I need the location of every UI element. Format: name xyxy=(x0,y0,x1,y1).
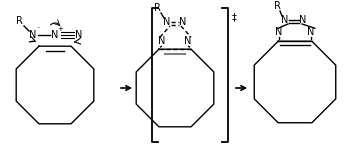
Text: N: N xyxy=(307,27,315,37)
Text: N: N xyxy=(281,15,289,25)
Text: R: R xyxy=(15,16,22,26)
Text: R: R xyxy=(154,3,160,13)
Text: N: N xyxy=(75,30,83,40)
Text: N: N xyxy=(158,36,166,46)
Text: R: R xyxy=(274,1,280,11)
Text: N: N xyxy=(51,30,59,40)
Text: N: N xyxy=(275,27,283,37)
Text: N: N xyxy=(163,17,171,27)
Text: ⁻: ⁻ xyxy=(36,26,40,32)
Text: N: N xyxy=(29,30,37,40)
Text: ‡: ‡ xyxy=(232,12,237,22)
Text: N: N xyxy=(299,15,307,25)
Text: N: N xyxy=(184,36,192,46)
Text: N: N xyxy=(179,17,187,27)
Text: +: + xyxy=(57,26,63,32)
